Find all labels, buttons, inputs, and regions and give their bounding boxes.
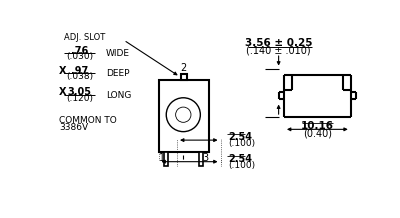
Text: (.100): (.100) [228,161,255,170]
Text: 2: 2 [180,63,186,73]
Text: X: X [59,66,67,76]
Text: LONG: LONG [106,91,131,100]
Text: (.120): (.120) [66,94,93,103]
Text: (.100): (.100) [228,140,255,148]
Text: 3.05: 3.05 [68,87,92,97]
Text: (.038): (.038) [66,72,93,82]
Bar [158,80,209,152]
Text: (.140 ± .010): (.140 ± .010) [246,46,311,56]
Text: 1: 1 [158,153,165,163]
Text: .76: .76 [71,46,88,56]
Text: 2.54: 2.54 [228,132,252,142]
Text: 3: 3 [202,153,208,163]
Text: COMMON TO: COMMON TO [59,116,117,125]
Text: X: X [59,87,67,97]
Bar [180,74,187,80]
Text: 3386V: 3386V [59,123,88,132]
Text: ADJ. SLOT: ADJ. SLOT [64,33,105,42]
Text: DEEP: DEEP [106,69,129,78]
Text: WIDE: WIDE [106,49,130,58]
Text: 3.56 ± 0.25: 3.56 ± 0.25 [245,38,312,48]
Circle shape [166,98,200,132]
Circle shape [176,107,191,122]
Text: .97: .97 [71,66,88,76]
Text: 2.54: 2.54 [228,154,252,164]
Bar [164,152,168,165]
Text: (0.40): (0.40) [303,128,332,138]
Bar [199,152,203,165]
Text: 10.16: 10.16 [301,121,334,131]
Text: (.030): (.030) [66,53,93,61]
